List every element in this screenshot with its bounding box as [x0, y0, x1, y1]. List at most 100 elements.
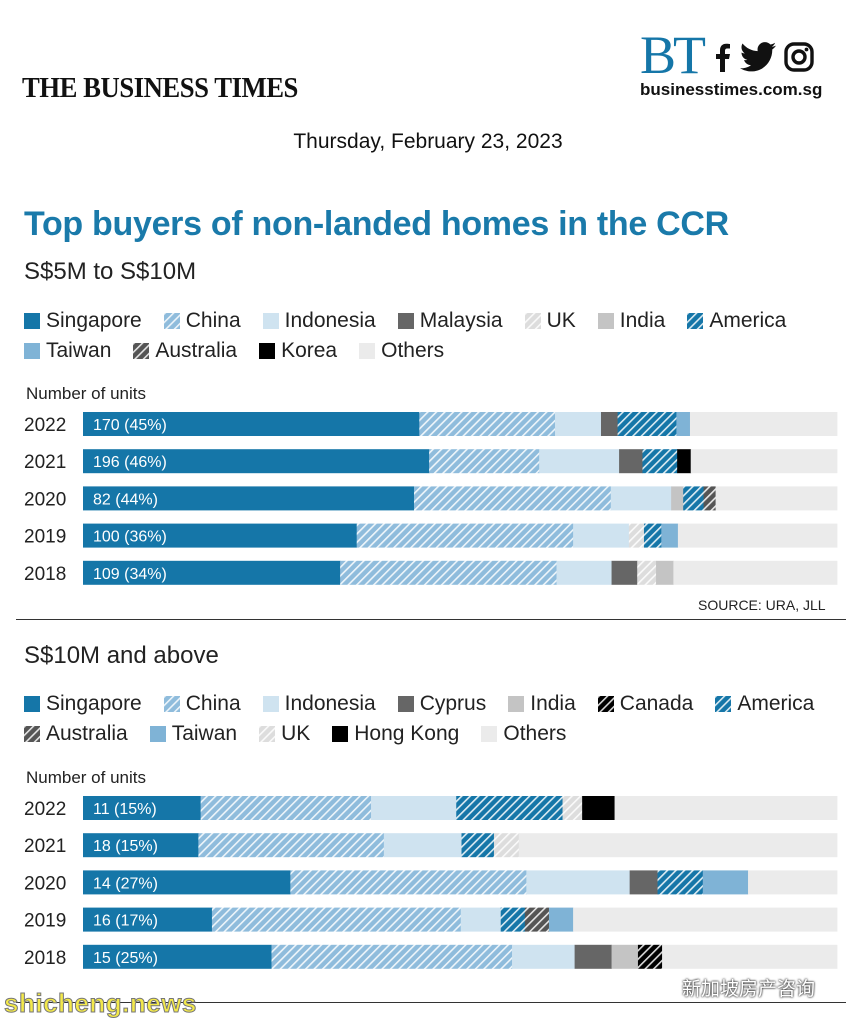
legend-label-taiwan: Taiwan [171, 722, 238, 745]
bar-segment-others [690, 449, 838, 474]
legend-label-indonesia: Indonesia [284, 309, 376, 332]
bar-segment-indonesia [556, 560, 612, 585]
legend-item-india: India [597, 307, 665, 335]
bar-segment-singapore [83, 833, 199, 858]
legend-item-cyprus: Cyprus [397, 690, 487, 718]
bar-segment-america [643, 523, 662, 548]
year-label: 2019 [24, 527, 66, 548]
bar-value-label: 109 (34%) [93, 566, 167, 583]
bar-segment-uk [493, 833, 520, 858]
bar-segment-singapore [83, 560, 341, 585]
bar-segment-australia [524, 907, 550, 932]
bar-segment-indonesia [526, 870, 631, 895]
bar-segment-china [211, 907, 462, 932]
twitter-icon[interactable] [740, 42, 776, 72]
legend-swatch-australia [133, 343, 150, 359]
legend-swatch-cyprus [397, 696, 414, 712]
legend-swatch-korea [259, 343, 276, 359]
bar-segment-indonesia [610, 486, 672, 511]
bar-segment-others [748, 870, 838, 895]
year-label: 2022 [24, 415, 66, 436]
legend-swatch-indonesia [262, 696, 279, 712]
legend-label-canada: Canada [619, 692, 694, 715]
year-label: 2021 [24, 836, 66, 857]
legend-item-china: China [163, 307, 241, 335]
legend-label-others: Others [503, 722, 567, 745]
bar-segment-malaysia [619, 449, 643, 474]
legend-swatch-india [597, 313, 614, 329]
legend-label-malaysia: Malaysia [419, 309, 503, 332]
bar-segment-korea [677, 449, 692, 474]
legend-label-uk: UK [281, 722, 311, 745]
bar-segment-singapore [83, 907, 213, 932]
legend-swatch-india [508, 696, 525, 712]
bar-segment-singapore [83, 944, 272, 969]
bar-segment-singapore [83, 796, 202, 820]
bar-value-label: 14 (27%) [93, 875, 158, 892]
bar-segment-america [500, 907, 526, 932]
bar-segment-america [617, 412, 677, 436]
legend-label-india: India [530, 692, 576, 715]
bar-segment-uk [637, 560, 657, 585]
legend-label-china: China [185, 309, 241, 332]
legend-item-indonesia: Indonesia [262, 690, 376, 718]
bar-segment-indonesia [539, 449, 620, 474]
legend-item-australia: Australia [24, 720, 128, 748]
bar-segment-india [671, 486, 684, 511]
bar-segment-india [656, 560, 674, 585]
bar-segment-malaysia [600, 412, 618, 436]
legend-item-america: America [715, 690, 814, 718]
bt-logo: BT [640, 25, 706, 85]
bottom-divider [16, 1002, 846, 1003]
legend-label-uk: UK [546, 309, 576, 332]
legend-swatch-indonesia [262, 313, 279, 329]
site-url: businesstimes.com.sg [640, 80, 823, 99]
facebook-icon[interactable] [712, 42, 732, 72]
bar-value-label: 16 (17%) [93, 913, 158, 930]
publication-date: Thursday, February 23, 2023 [293, 130, 563, 153]
legend-label-korea: Korea [281, 339, 338, 362]
bar-segment-singapore [83, 523, 358, 548]
chart-2-plot: 2022 11 (15%) 2021 18 (15%) 2020 14 (27%) 2019… [24, 796, 838, 969]
legend-swatch-china [163, 313, 180, 329]
bar-value-label: 100 (36%) [93, 529, 167, 546]
legend-swatch-singapore [24, 696, 40, 712]
legend-label-hong-kong: Hong Kong [354, 722, 460, 745]
legend-swatch-hong-kong [332, 726, 349, 742]
legend-label-indonesia: Indonesia [284, 692, 376, 715]
legend-item-others: Others [481, 720, 566, 748]
bar-value-label: 82 (44%) [93, 491, 158, 508]
chart-1-legend: Singapore China Indonesia Malaysia UK India Am… [24, 307, 844, 365]
masthead-logo: THE BUSINESS TIMES [22, 72, 298, 104]
legend-swatch-taiwan [149, 726, 166, 742]
year-label: 2018 [24, 564, 66, 585]
year-label: 2020 [24, 489, 66, 510]
bar-segment-others [614, 796, 838, 820]
bar-segment-others [662, 944, 838, 969]
bar-segment-india [611, 944, 639, 969]
bar-segment-cyprus [574, 944, 612, 969]
bar-segment-indonesia [555, 412, 602, 436]
year-label: 2018 [24, 948, 66, 969]
legend-item-taiwan: Taiwan [149, 720, 238, 748]
chart-1-subtitle: S$5M to S$10M [24, 258, 197, 285]
legend-item-india: India [508, 690, 576, 718]
instagram-icon[interactable] [784, 42, 814, 72]
social-icons [712, 42, 814, 72]
legend-label-america: America [737, 692, 815, 715]
bar-segment-taiwan [548, 907, 574, 932]
bar-segment-america [657, 870, 704, 895]
legend-swatch-singapore [24, 313, 40, 329]
bar-segment-indonesia [371, 796, 457, 820]
legend-swatch-canada [597, 696, 614, 712]
bar-segment-singapore [83, 870, 291, 895]
chart-2-axis-label: Number of units [26, 768, 146, 787]
bar-segment-taiwan [676, 412, 691, 436]
legend-swatch-america [715, 696, 732, 712]
legend-item-hong-kong: Hong Kong [332, 720, 459, 748]
bar-segment-america [461, 833, 495, 858]
legend-label-cyprus: Cyprus [419, 692, 487, 715]
legend-label-australia: Australia [155, 339, 238, 362]
bar-segment-singapore [83, 449, 430, 474]
legend-label-china: China [185, 692, 241, 715]
